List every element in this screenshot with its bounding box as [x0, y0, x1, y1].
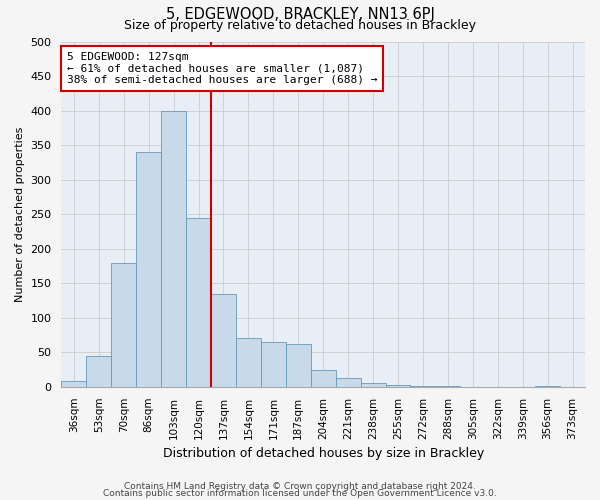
Text: Contains HM Land Registry data © Crown copyright and database right 2024.: Contains HM Land Registry data © Crown c…	[124, 482, 476, 491]
Bar	[436, 386, 460, 387]
Bar	[386, 386, 410, 387]
Bar	[186, 218, 211, 387]
Bar	[211, 294, 236, 387]
Bar	[410, 386, 436, 387]
Bar	[161, 110, 186, 387]
Bar	[286, 344, 311, 387]
Text: 5 EDGEWOOD: 127sqm
← 61% of detached houses are smaller (1,087)
38% of semi-deta: 5 EDGEWOOD: 127sqm ← 61% of detached hou…	[67, 52, 377, 85]
Bar	[61, 382, 86, 387]
Bar	[136, 152, 161, 387]
Text: 5, EDGEWOOD, BRACKLEY, NN13 6PJ: 5, EDGEWOOD, BRACKLEY, NN13 6PJ	[166, 8, 434, 22]
Bar	[311, 370, 335, 387]
Bar	[111, 262, 136, 387]
Text: Size of property relative to detached houses in Brackley: Size of property relative to detached ho…	[124, 19, 476, 32]
X-axis label: Distribution of detached houses by size in Brackley: Distribution of detached houses by size …	[163, 447, 484, 460]
Bar	[335, 378, 361, 387]
Bar	[261, 342, 286, 387]
Text: Contains public sector information licensed under the Open Government Licence v3: Contains public sector information licen…	[103, 489, 497, 498]
Bar	[236, 338, 261, 387]
Bar	[86, 356, 111, 387]
Bar	[535, 386, 560, 387]
Y-axis label: Number of detached properties: Number of detached properties	[15, 126, 25, 302]
Bar	[361, 384, 386, 387]
